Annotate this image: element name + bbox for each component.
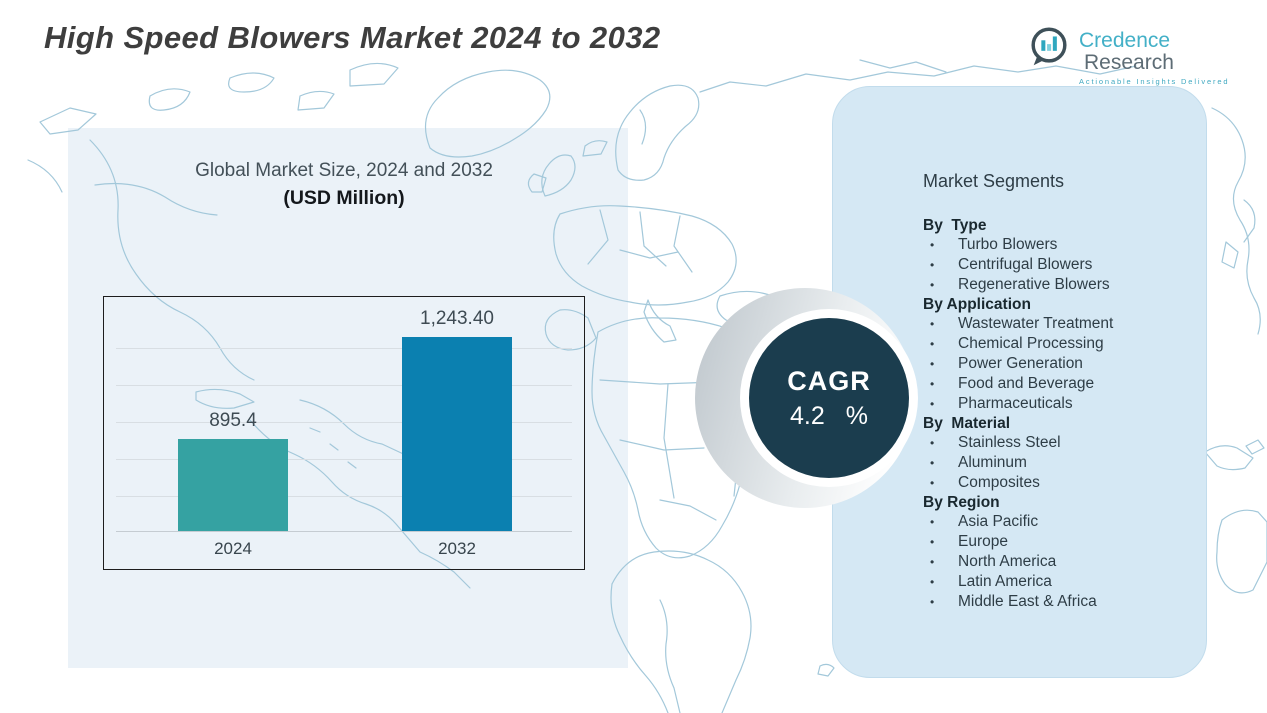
gridline <box>116 348 572 349</box>
bullet-icon: • <box>930 575 935 589</box>
segment-item-label: Power Generation <box>958 355 1083 372</box>
segment-item-label: Turbo Blowers <box>958 236 1058 253</box>
segment-item: • Regenerative Blowers <box>923 275 1182 295</box>
bar-chart: 895.4 1,243.40 2024 2032 <box>103 296 585 570</box>
bar-value-label: 895.4 <box>209 410 257 431</box>
bullet-icon: • <box>930 357 935 371</box>
bar-chart-speech-bubble-icon <box>1026 24 1072 75</box>
segments-title: Market Segments <box>923 171 1065 191</box>
segment-item: • Power Generation <box>923 354 1182 374</box>
segment-item: • Chemical Processing <box>923 334 1182 354</box>
segment-item: • Middle East & Africa <box>923 592 1182 612</box>
plot-area: 895.4 1,243.40 <box>104 297 584 531</box>
bullet-icon: • <box>930 238 935 252</box>
segment-item: • Aluminum <box>923 453 1182 473</box>
bullet-icon: • <box>930 317 935 331</box>
segment-item-label: Food and Beverage <box>958 375 1095 392</box>
bullet-icon: • <box>930 535 935 549</box>
bullet-icon: • <box>930 456 935 470</box>
bullet-icon: • <box>930 278 935 292</box>
segment-item-label: Centrifugal Blowers <box>958 256 1093 273</box>
segment-heading: By Type <box>923 217 987 234</box>
segment-item-label: Stainless Steel <box>958 434 1061 451</box>
segment-item-label: Chemical Processing <box>958 335 1104 352</box>
segment-heading: By Region <box>923 494 1000 511</box>
chart-subtitle: (USD Million) <box>283 187 405 209</box>
content-backdrop <box>68 128 628 668</box>
bullet-icon: • <box>930 476 935 490</box>
brand-logo: Credence Research Actionable Insights De… <box>1026 24 1267 86</box>
segment-item: • Food and Beverage <box>923 374 1182 394</box>
segment-item: • Pharmaceuticals <box>923 394 1182 414</box>
bullet-icon: • <box>930 436 935 450</box>
brand-name-secondary: Research <box>1084 51 1174 74</box>
bullet-icon: • <box>930 258 935 272</box>
bar-value-label: 1,243.40 <box>420 308 494 329</box>
segment-item-label: Europe <box>958 533 1008 550</box>
bullet-icon: • <box>930 377 935 391</box>
chart-title-block: Global Market Size, 2024 and 2032 (USD M… <box>103 160 585 210</box>
x-axis-label: 2024 <box>214 539 252 558</box>
chart-title: Global Market Size, 2024 and 2032 <box>195 160 493 181</box>
gridline <box>116 422 572 423</box>
bullet-icon: • <box>930 515 935 529</box>
brand-name: Credence Research <box>1079 30 1267 74</box>
segment-item-label: Aluminum <box>958 454 1027 471</box>
segment-item: • Asia Pacific <box>923 512 1182 532</box>
bullet-icon: • <box>930 397 935 411</box>
segment-item: • Latin America <box>923 572 1182 592</box>
segment-item-label: North America <box>958 553 1057 570</box>
segment-item-label: Wastewater Treatment <box>958 315 1114 332</box>
segment-item: • Centrifugal Blowers <box>923 255 1182 275</box>
market-segments-panel: Market Segments By Type • Turbo Blowers • Ce… <box>832 86 1207 678</box>
cagr-badge: CAGR 4.2 % <box>749 318 909 478</box>
brand-tagline: Actionable Insights Delivered <box>1079 77 1230 86</box>
segment-item-label: Middle East & Africa <box>958 593 1097 610</box>
segment-item-label: Regenerative Blowers <box>958 276 1110 293</box>
segment-item: • Wastewater Treatment <box>923 314 1182 334</box>
bullet-icon: • <box>930 555 935 569</box>
cagr-value: 4.2 <box>790 401 825 430</box>
bar-group-2032: 1,243.40 <box>402 308 512 531</box>
segment-item: • Turbo Blowers <box>923 235 1182 255</box>
segment-item-label: Asia Pacific <box>958 513 1039 530</box>
segment-item-label: Pharmaceuticals <box>958 395 1073 412</box>
brand-name-primary: Credence <box>1079 29 1171 52</box>
segment-item-label: Composites <box>958 474 1040 491</box>
bullet-icon: • <box>930 337 935 351</box>
segment-item: • Europe <box>923 532 1182 552</box>
bar <box>402 337 512 531</box>
cagr-label: CAGR <box>787 365 871 396</box>
segments-groups: By Type • Turbo Blowers • Centrifugal Blower… <box>923 216 1182 612</box>
segment-heading: By Application <box>923 296 1031 313</box>
segment-item: • Composites <box>923 473 1182 493</box>
bar <box>178 439 288 531</box>
gridline <box>116 385 572 386</box>
bullet-icon: • <box>930 595 935 609</box>
segment-heading: By Material <box>923 415 1011 432</box>
segment-item: • Stainless Steel <box>923 433 1182 453</box>
cagr-unit: % <box>845 401 868 430</box>
segment-item: • North America <box>923 552 1182 572</box>
gridline <box>116 496 572 497</box>
bar-group-2024: 895.4 <box>178 410 288 531</box>
segment-item-label: Latin America <box>958 573 1052 590</box>
x-axis-label: 2032 <box>438 539 476 558</box>
gridline <box>116 459 572 460</box>
x-axis-line <box>116 531 572 532</box>
page-title: High Speed Blowers Market 2024 to 2032 <box>44 20 661 55</box>
